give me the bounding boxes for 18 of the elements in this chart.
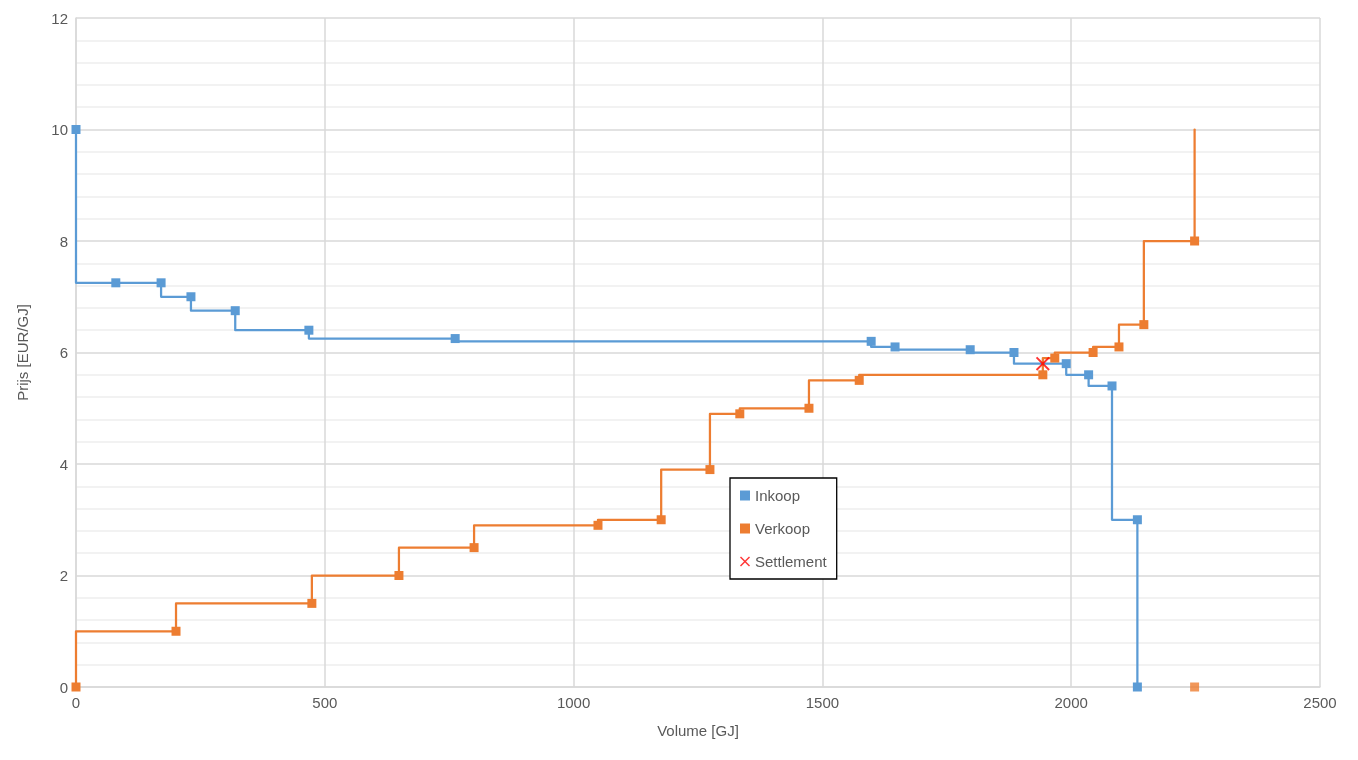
legend-label: Inkoop (755, 487, 801, 504)
y-tick-label: 8 (59, 232, 68, 250)
x-tick-label: 2000 (1054, 694, 1088, 711)
y-tick-label: 2 (59, 567, 68, 584)
y-tick-label: 12 (51, 9, 68, 27)
x-tick-label: 2500 (1303, 694, 1337, 711)
x-tick-label: 500 (312, 694, 338, 711)
x-axis-title: Volume [GJ] (657, 722, 739, 739)
x-tick-label: 0 (71, 694, 81, 711)
x-tick-label: 1500 (805, 694, 840, 711)
y-axis-title: Prijs [EUR/GJ] (14, 304, 31, 401)
y-tick-label: 4 (59, 455, 68, 473)
x-tick-label: 1000 (556, 694, 591, 711)
legend-label: Settlement (755, 553, 828, 570)
legend-label: Verkoop (755, 520, 811, 537)
y-tick-label: 6 (59, 344, 68, 361)
y-tick-label: 0 (59, 678, 68, 696)
y-tick-label: 10 (51, 121, 68, 138)
